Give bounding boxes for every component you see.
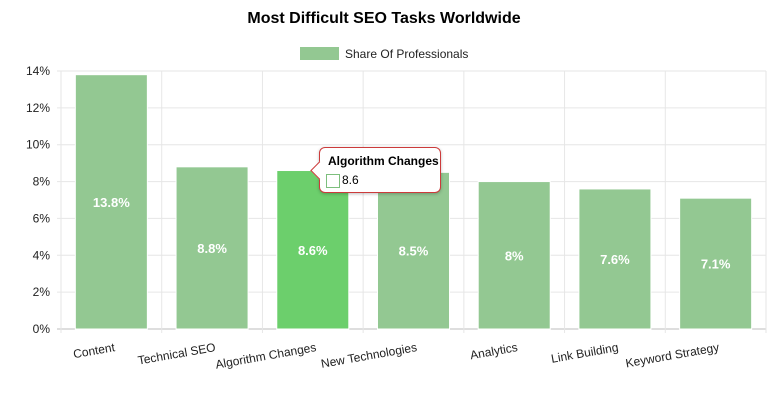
tooltip: Algorithm Changes 8.6 (310, 147, 441, 193)
chart-title: Most Difficult SEO Tasks Worldwide (247, 10, 520, 27)
data-label: 8.6% (298, 243, 328, 258)
data-label: 8% (505, 248, 524, 263)
data-label: 13.8% (93, 195, 130, 210)
data-label: 8.8% (197, 241, 227, 256)
legend[interactable]: Share Of Professionals (300, 47, 468, 61)
bars (74, 74, 753, 330)
y-tick-label: 4% (33, 248, 51, 262)
tooltip-title: Algorithm Changes (328, 154, 439, 168)
y-tick-label: 12% (26, 101, 50, 115)
tooltip-swatch (326, 174, 340, 188)
data-label: 7.1% (701, 257, 731, 272)
y-tick-label: 6% (33, 211, 51, 225)
x-tick-label: Technical SEO (137, 340, 217, 367)
y-tick-label: 14% (26, 64, 50, 78)
bar[interactable] (276, 170, 350, 330)
bar[interactable] (376, 171, 451, 330)
data-label: 7.6% (600, 252, 630, 267)
bar[interactable] (679, 197, 753, 330)
legend-label: Share Of Professionals (345, 47, 468, 61)
data-labels: 13.8% 8.8% 8.6% 8.5% 8% 7.6% 7.1% (93, 195, 731, 272)
data-label: 8.5% (399, 244, 429, 259)
x-tick-label: Algorithm Changes (214, 340, 317, 372)
y-tick-label: 8% (33, 175, 51, 189)
bar[interactable] (477, 181, 551, 330)
y-tick-label: 2% (33, 285, 51, 299)
bar[interactable] (74, 74, 148, 330)
y-axis: 0% 2% 4% 6% 8% 10% 12% 14% (26, 64, 50, 336)
x-tick-label: Analytics (469, 340, 519, 362)
x-tick-label: New Technologies (320, 340, 418, 371)
x-tick-label: Content (72, 340, 116, 361)
x-tick-label: Link Building (550, 340, 619, 366)
bar[interactable] (578, 188, 652, 330)
y-tick-label: 10% (26, 138, 50, 152)
x-tick-label: Keyword Strategy (624, 340, 720, 370)
bar[interactable] (175, 166, 249, 330)
legend-swatch (300, 47, 339, 60)
y-tick-label: 0% (33, 322, 51, 336)
tooltip-value: 8.6 (342, 173, 359, 187)
